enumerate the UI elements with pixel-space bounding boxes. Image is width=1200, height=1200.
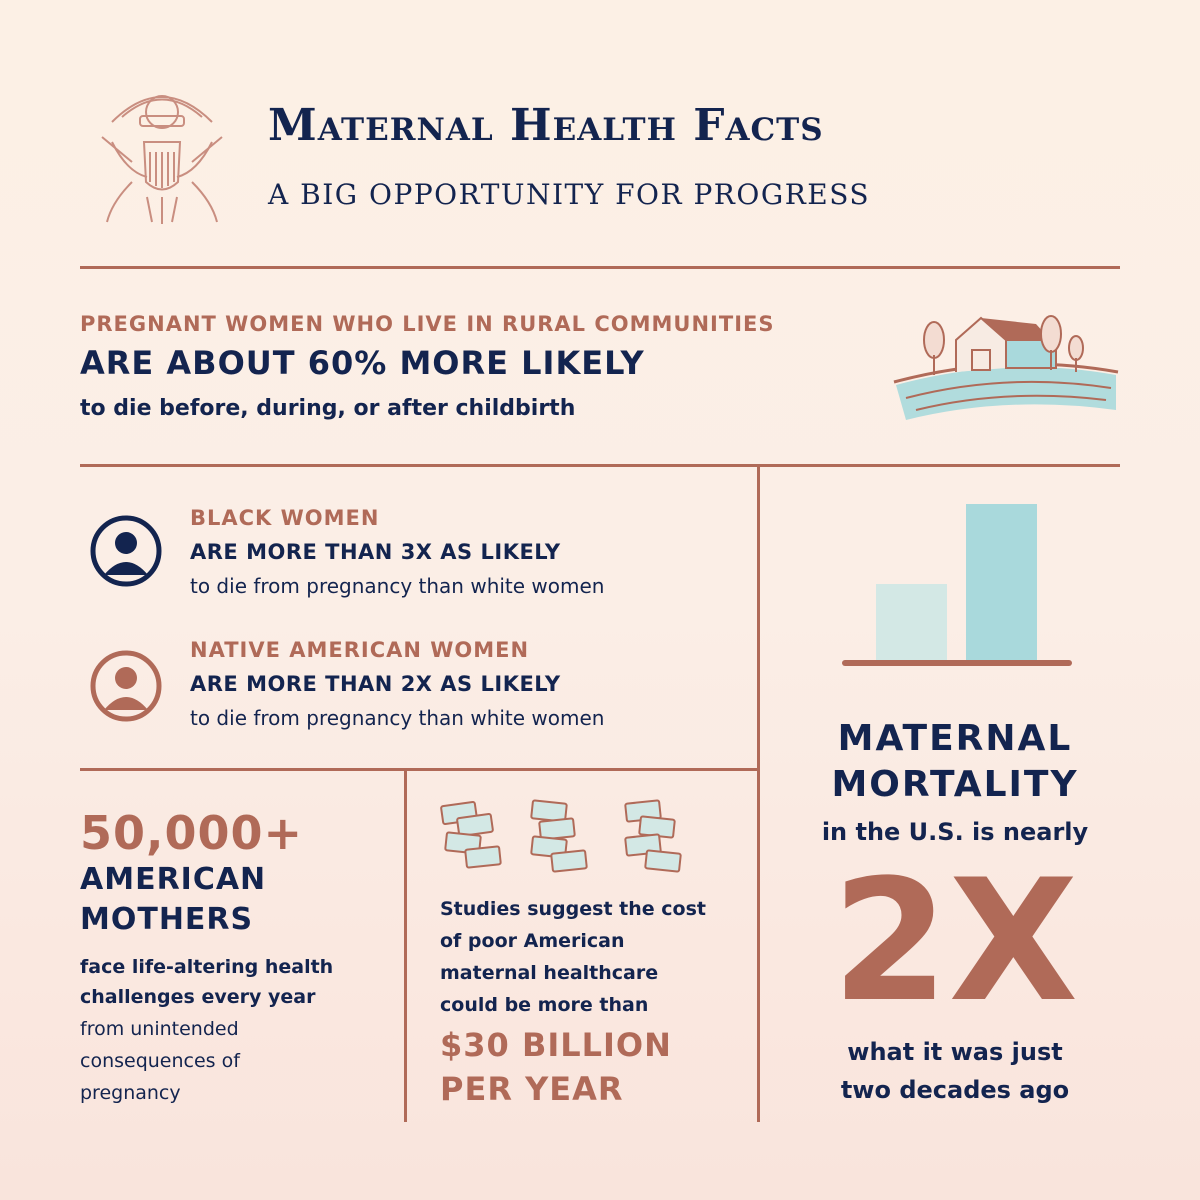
mothers-bold1: face life-altering health (80, 956, 334, 978)
mothers-rest2: consequences of (80, 1050, 240, 1072)
cost-amount1: $30 BILLION (440, 1026, 672, 1064)
native-women-headline: ARE MORE THAN 2X AS LIKELY (190, 672, 561, 696)
mothers-bold2: challenges every year (80, 986, 316, 1008)
mortality-line2: MORTALITY (831, 764, 1079, 805)
mothers-rest3: pregnancy (80, 1082, 181, 1104)
divider (80, 266, 1120, 269)
cost-line1: Studies suggest the cost (440, 898, 706, 920)
mortality-line4: what it was just (847, 1038, 1063, 1066)
mothers-rest1: from unintended (80, 1018, 239, 1040)
mothers-line2: MOTHERS (80, 902, 254, 937)
person-avatar-icon (90, 650, 162, 722)
page-title: Maternal Health Facts (268, 100, 824, 151)
bar-now (966, 504, 1037, 664)
cost-line2: of poor American (440, 930, 625, 952)
black-women-detail: to die from pregnancy than white women (190, 574, 605, 598)
rural-headline: ARE ABOUT 60% MORE LIKELY (80, 344, 645, 382)
black-women-label: BLACK WOMEN (190, 506, 380, 530)
presidential-seal-icon (101, 95, 223, 224)
bar-earlier (876, 584, 947, 664)
mortality-big: 2X (831, 843, 1079, 1039)
divider (757, 466, 760, 1122)
mothers-line1: AMERICAN (80, 862, 267, 897)
cost-line3: maternal healthcare (440, 962, 659, 984)
mothers-number: 50,000+ (80, 806, 304, 860)
cost-amount2: PER YEAR (440, 1070, 624, 1108)
rural-lead: PREGNANT WOMEN WHO LIVE IN RURAL COMMUNI… (80, 312, 775, 336)
farmhouse-illustration-icon (893, 315, 1119, 420)
mortality-bar-graphic (842, 504, 1072, 666)
person-avatar-icon (90, 515, 162, 587)
mortality-line3: in the U.S. is nearly (821, 818, 1089, 846)
cost-line4: could be more than (440, 994, 649, 1016)
divider (80, 768, 758, 771)
black-women-headline: ARE MORE THAN 3X AS LIKELY (190, 540, 561, 564)
divider (80, 464, 1120, 467)
money-stacks-icon (440, 799, 682, 873)
mortality-line1: MATERNAL (837, 718, 1073, 759)
native-women-detail: to die from pregnancy than white women (190, 706, 605, 730)
rural-detail: to die before, during, or after childbir… (80, 396, 576, 421)
native-women-label: NATIVE AMERICAN WOMEN (190, 638, 530, 662)
mortality-line5: two decades ago (840, 1076, 1070, 1104)
chart-baseline (842, 660, 1072, 666)
page-subtitle: A BIG OPPORTUNITY FOR PROGRESS (268, 178, 871, 211)
divider (404, 770, 407, 1122)
